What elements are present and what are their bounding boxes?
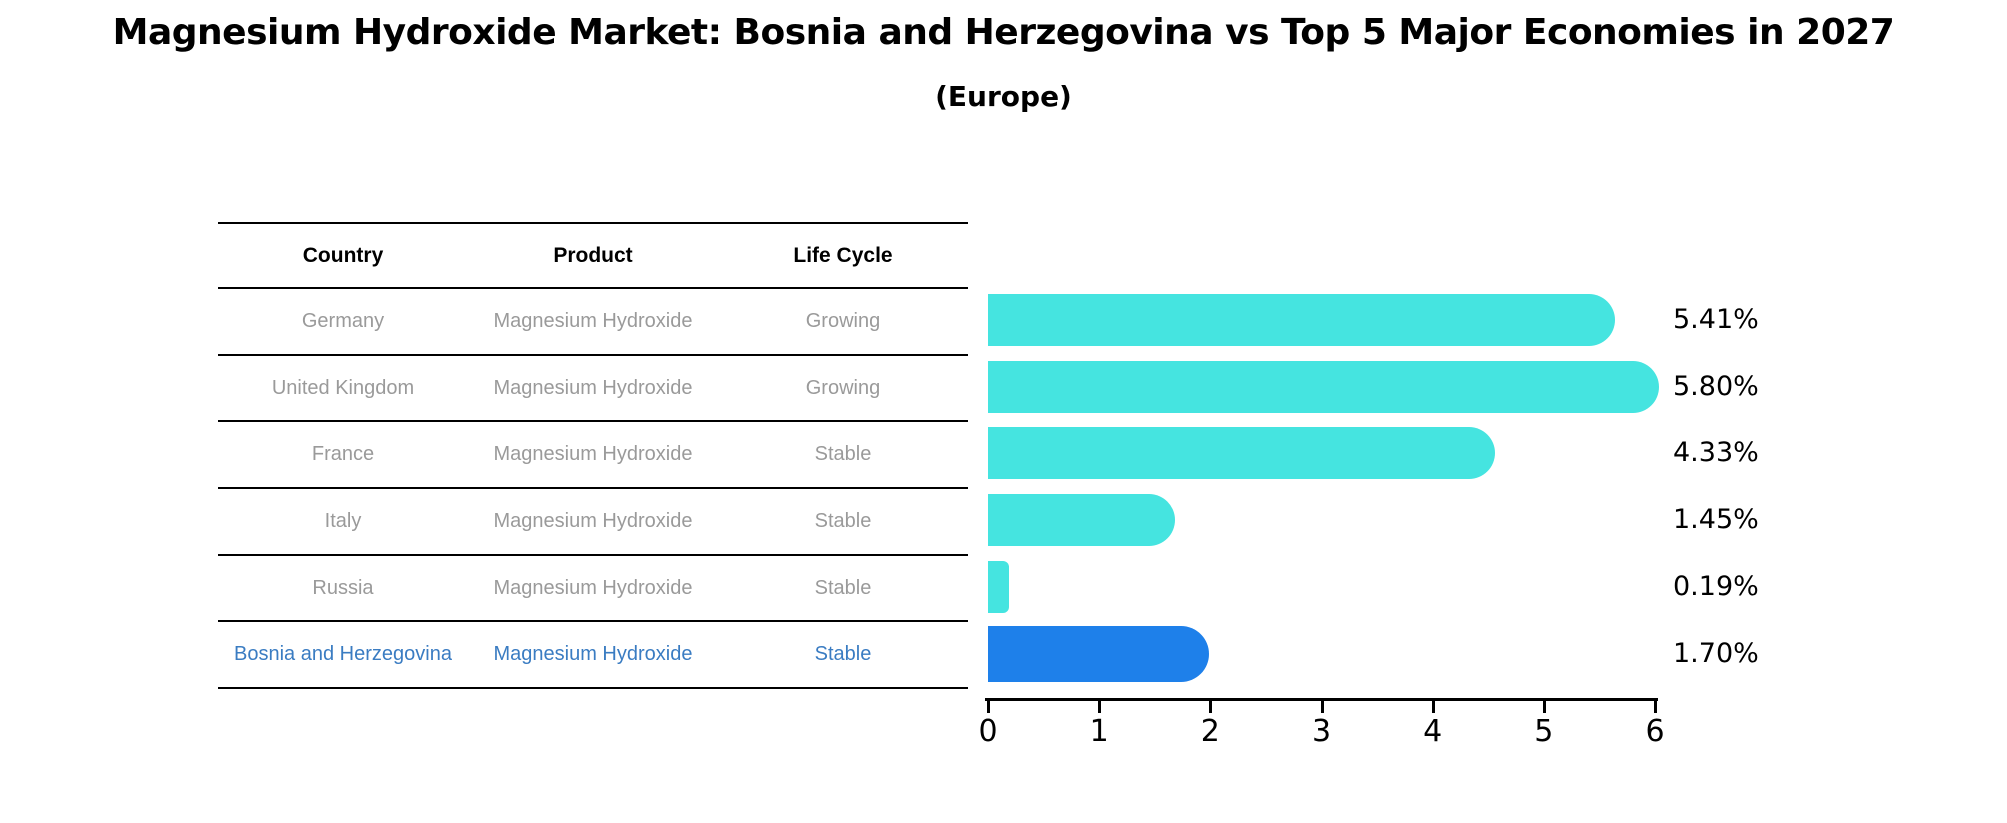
x-axis-tick bbox=[1542, 701, 1546, 713]
table-row: France Magnesium Hydroxide Stable bbox=[218, 422, 968, 490]
cell-country: Italy bbox=[324, 509, 362, 532]
x-axis-tick bbox=[1209, 701, 1213, 713]
bar-russia bbox=[988, 560, 1010, 613]
bar-italy bbox=[988, 494, 1176, 547]
cell-product: Magnesium Hydroxide bbox=[493, 643, 693, 666]
cell-life-cycle: Stable bbox=[814, 576, 872, 599]
cell-life-cycle: Stable bbox=[814, 643, 872, 666]
x-axis-tick bbox=[987, 701, 990, 713]
cell-country: Germany bbox=[301, 309, 385, 332]
table-row: United Kingdom Magnesium Hydroxide Growing bbox=[218, 356, 968, 423]
bar-plot: 5.41% 5.80% 4.33% 1.45% 0.19% 1.70% 0 1 2 3 4 5 6 bbox=[978, 0, 2007, 823]
table-header-row: Country Product Life Cycle bbox=[218, 224, 968, 289]
cell-product: Magnesium Hydroxide bbox=[493, 576, 693, 599]
chart-subtitle: (Europe) bbox=[935, 80, 1072, 113]
x-axis-tick-label: 5 bbox=[1534, 714, 1554, 749]
x-axis-line bbox=[985, 698, 1658, 701]
x-axis-tick-label: 0 bbox=[978, 714, 998, 749]
x-axis-tick-label: 1 bbox=[1089, 714, 1109, 749]
cell-life-cycle: Growing bbox=[805, 309, 881, 332]
value-label: 5.41% bbox=[1673, 304, 1759, 335]
cell-product: Magnesium Hydroxide bbox=[493, 443, 693, 466]
column-header-country: Country bbox=[302, 243, 384, 267]
bar-germany bbox=[988, 294, 1616, 346]
cell-country: France bbox=[311, 443, 375, 466]
value-label: 1.45% bbox=[1673, 504, 1759, 536]
bar-united-kingdom bbox=[988, 360, 1659, 413]
column-header-life-cycle: Life Cycle bbox=[793, 243, 893, 267]
cell-product: Magnesium Hydroxide bbox=[493, 309, 693, 332]
x-axis-tick bbox=[1654, 701, 1658, 713]
cell-country: United Kingdom bbox=[271, 376, 415, 399]
table-row: Russia Magnesium Hydroxide Stable bbox=[218, 556, 968, 623]
cell-life-cycle: Growing bbox=[805, 376, 881, 399]
cell-product: Magnesium Hydroxide bbox=[493, 509, 693, 532]
x-axis-tick-label: 2 bbox=[1200, 714, 1220, 749]
x-axis-tick bbox=[1431, 701, 1435, 713]
cell-life-cycle: Stable bbox=[814, 509, 872, 532]
cell-product: Magnesium Hydroxide bbox=[493, 376, 693, 399]
table-row: Italy Magnesium Hydroxide Stable bbox=[218, 489, 968, 556]
table-row: Germany Magnesium Hydroxide Growing bbox=[218, 289, 968, 356]
value-label: 4.33% bbox=[1673, 437, 1759, 469]
value-label: 1.70% bbox=[1673, 637, 1759, 669]
cell-country: Russia bbox=[312, 576, 374, 599]
x-axis-tick bbox=[1098, 701, 1102, 713]
x-axis-tick-label: 3 bbox=[1311, 714, 1332, 749]
bar-france bbox=[988, 427, 1496, 480]
column-header-product: Product bbox=[553, 243, 633, 267]
bar-bosnia-and-herzegovina bbox=[988, 625, 1209, 682]
x-axis-tick-label: 6 bbox=[1645, 714, 1665, 749]
table-body: Germany Magnesium Hydroxide Growing United … bbox=[218, 289, 968, 690]
cell-country: Bosnia and Herzegovina bbox=[234, 643, 452, 666]
cell-life-cycle: Stable bbox=[814, 443, 872, 466]
country-table: Country Product Life Cycle Germany Magnes… bbox=[218, 222, 968, 690]
table-row: Bosnia and Herzegovina Magnesium Hydroxid… bbox=[218, 622, 968, 690]
x-axis-tick bbox=[1320, 701, 1324, 713]
value-label: 5.80% bbox=[1673, 370, 1759, 402]
x-axis-tick-label: 4 bbox=[1423, 714, 1443, 749]
value-label: 0.19% bbox=[1673, 570, 1759, 602]
chart-title: Magnesium Hydroxide Market: Bosnia and H… bbox=[112, 12, 1895, 53]
